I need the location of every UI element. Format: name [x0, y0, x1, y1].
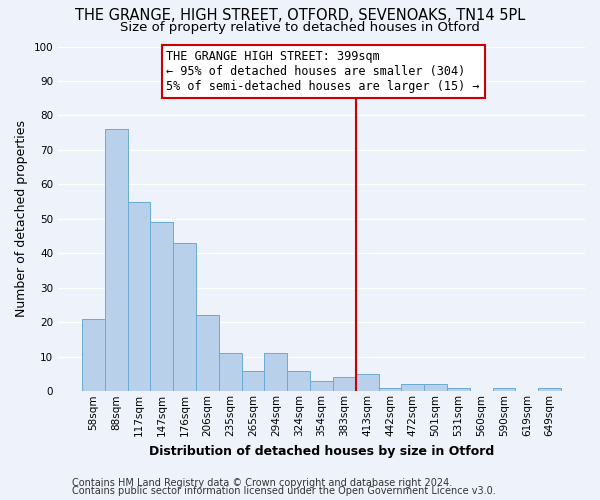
Bar: [379, 388, 401, 392]
Bar: [151, 222, 173, 392]
Bar: [287, 370, 310, 392]
Bar: [333, 378, 356, 392]
Text: Contains public sector information licensed under the Open Government Licence v3: Contains public sector information licen…: [72, 486, 496, 496]
Bar: [105, 129, 128, 392]
Bar: [82, 319, 105, 392]
X-axis label: Distribution of detached houses by size in Otford: Distribution of detached houses by size …: [149, 444, 494, 458]
Bar: [128, 202, 151, 392]
Bar: [538, 388, 561, 392]
Bar: [401, 384, 424, 392]
Bar: [447, 388, 470, 392]
Bar: [242, 370, 265, 392]
Bar: [219, 354, 242, 392]
Bar: [196, 316, 219, 392]
Text: Size of property relative to detached houses in Otford: Size of property relative to detached ho…: [120, 21, 480, 34]
Text: THE GRANGE, HIGH STREET, OTFORD, SEVENOAKS, TN14 5PL: THE GRANGE, HIGH STREET, OTFORD, SEVENOA…: [75, 8, 525, 22]
Text: Contains HM Land Registry data © Crown copyright and database right 2024.: Contains HM Land Registry data © Crown c…: [72, 478, 452, 488]
Bar: [265, 354, 287, 392]
Bar: [310, 381, 333, 392]
Bar: [173, 243, 196, 392]
Text: THE GRANGE HIGH STREET: 399sqm
← 95% of detached houses are smaller (304)
5% of : THE GRANGE HIGH STREET: 399sqm ← 95% of …: [166, 50, 480, 93]
Y-axis label: Number of detached properties: Number of detached properties: [15, 120, 28, 318]
Bar: [493, 388, 515, 392]
Bar: [424, 384, 447, 392]
Bar: [356, 374, 379, 392]
